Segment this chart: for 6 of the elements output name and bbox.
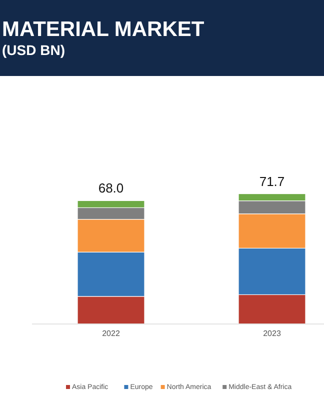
x-tick-label: 2023 [263,329,282,338]
chart-subtitle: (USD BN) [2,42,65,58]
x-tick-label: 2022 [102,329,120,338]
annotation: 68.0 [98,180,124,196]
chart-title: MATERIAL MARKET [2,18,204,41]
annotation: 71.7 [259,174,285,189]
